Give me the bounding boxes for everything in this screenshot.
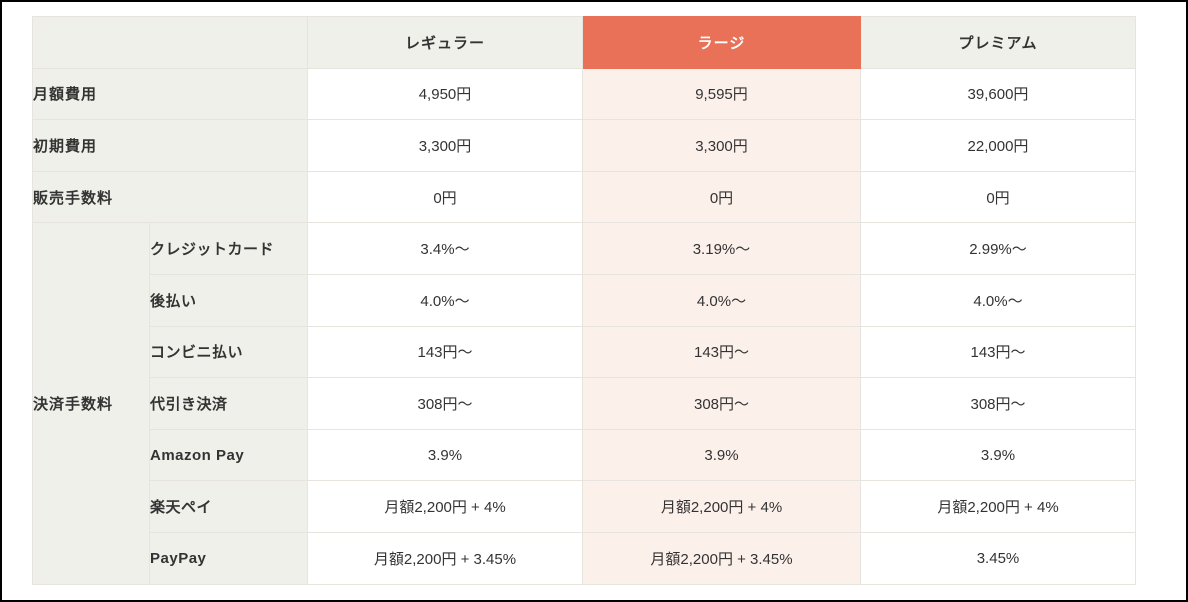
plan-header-large-highlighted: ラージ bbox=[582, 16, 861, 69]
row-label-initial-fee: 初期費用 bbox=[32, 119, 308, 172]
initial-fee-large: 3,300円 bbox=[582, 119, 861, 172]
konbini-large: 143円〜 bbox=[582, 325, 861, 379]
cod-large: 308円〜 bbox=[582, 377, 861, 430]
amazon-pay-large: 3.9% bbox=[582, 428, 861, 482]
corner-cell bbox=[32, 16, 308, 69]
sub-label-credit-card: クレジットカード bbox=[149, 222, 308, 275]
amazon-pay-premium: 3.9% bbox=[860, 428, 1136, 482]
monthly-fee-regular: 4,950円 bbox=[307, 67, 583, 121]
rakuten-pay-large: 月額2,200円 + 4% bbox=[582, 480, 861, 533]
table-row-paypay: PayPay 月額2,200円 + 3.45% 月額2,200円 + 3.45%… bbox=[33, 531, 1136, 585]
table-row-sales-commission: 販売手数料 0円 0円 0円 bbox=[32, 170, 1136, 224]
credit-card-large: 3.19%〜 bbox=[582, 222, 861, 275]
table-row-credit-card: 決済手数料 クレジットカード 3.4%〜 3.19%〜 2.99%〜 bbox=[32, 222, 1136, 585]
monthly-fee-large: 9,595円 bbox=[582, 67, 861, 121]
table-row-rakuten-pay: 楽天ペイ 月額2,200円 + 4% 月額2,200円 + 4% 月額2,200… bbox=[33, 480, 1136, 533]
initial-fee-regular: 3,300円 bbox=[307, 119, 583, 172]
table-row-deferred-payment: 後払い 4.0%〜 4.0%〜 4.0%〜 bbox=[33, 273, 1136, 327]
sub-label-paypay: PayPay bbox=[149, 531, 308, 585]
deferred-payment-large: 4.0%〜 bbox=[582, 273, 861, 327]
rakuten-pay-premium: 月額2,200円 + 4% bbox=[860, 480, 1136, 533]
sub-label-konbini-payment: コンビニ払い bbox=[149, 325, 308, 379]
sales-commission-premium: 0円 bbox=[860, 170, 1136, 224]
deferred-payment-regular: 4.0%〜 bbox=[307, 273, 583, 327]
row-label-sales-commission: 販売手数料 bbox=[32, 170, 308, 224]
credit-card-regular: 3.4%〜 bbox=[307, 222, 583, 275]
table-row-amazon-pay: Amazon Pay 3.9% 3.9% 3.9% bbox=[33, 428, 1136, 482]
konbini-regular: 143円〜 bbox=[307, 325, 583, 379]
sub-label-deferred-payment: 後払い bbox=[149, 273, 308, 327]
cod-regular: 308円〜 bbox=[307, 377, 583, 430]
konbini-premium: 143円〜 bbox=[860, 325, 1136, 379]
monthly-fee-premium: 39,600円 bbox=[860, 67, 1136, 121]
sub-label-cod-payment: 代引き決済 bbox=[149, 377, 308, 430]
pricing-comparison-table: レギュラー ラージ プレミアム 月額費用 4,950円 9,595円 39,60… bbox=[32, 16, 1136, 585]
table-row-konbini-payment: コンビニ払い 143円〜 143円〜 143円〜 bbox=[33, 325, 1136, 379]
sales-commission-large: 0円 bbox=[582, 170, 861, 224]
table-row-monthly-fee: 月額費用 4,950円 9,595円 39,600円 bbox=[32, 67, 1136, 121]
table-row-cod-payment: 代引き決済 308円〜 308円〜 308円〜 bbox=[33, 377, 1136, 430]
plan-header-premium: プレミアム bbox=[860, 16, 1136, 69]
group-label-payment-fees: 決済手数料 bbox=[32, 222, 150, 585]
plan-header-regular: レギュラー bbox=[307, 16, 583, 69]
credit-card-premium: 2.99%〜 bbox=[860, 222, 1136, 275]
plan-header-row: レギュラー ラージ プレミアム bbox=[32, 16, 1136, 69]
sub-label-rakuten-pay: 楽天ペイ bbox=[149, 480, 308, 533]
sales-commission-regular: 0円 bbox=[307, 170, 583, 224]
paypay-premium: 3.45% bbox=[860, 531, 1136, 585]
sub-label-amazon-pay: Amazon Pay bbox=[149, 428, 308, 482]
row-label-monthly-fee: 月額費用 bbox=[32, 67, 308, 121]
paypay-large: 月額2,200円 + 3.45% bbox=[582, 531, 861, 585]
amazon-pay-regular: 3.9% bbox=[307, 428, 583, 482]
rakuten-pay-regular: 月額2,200円 + 4% bbox=[307, 480, 583, 533]
table-row-initial-fee: 初期費用 3,300円 3,300円 22,000円 bbox=[32, 119, 1136, 172]
paypay-regular: 月額2,200円 + 3.45% bbox=[307, 531, 583, 585]
cod-premium: 308円〜 bbox=[860, 377, 1136, 430]
deferred-payment-premium: 4.0%〜 bbox=[860, 273, 1136, 327]
initial-fee-premium: 22,000円 bbox=[860, 119, 1136, 172]
